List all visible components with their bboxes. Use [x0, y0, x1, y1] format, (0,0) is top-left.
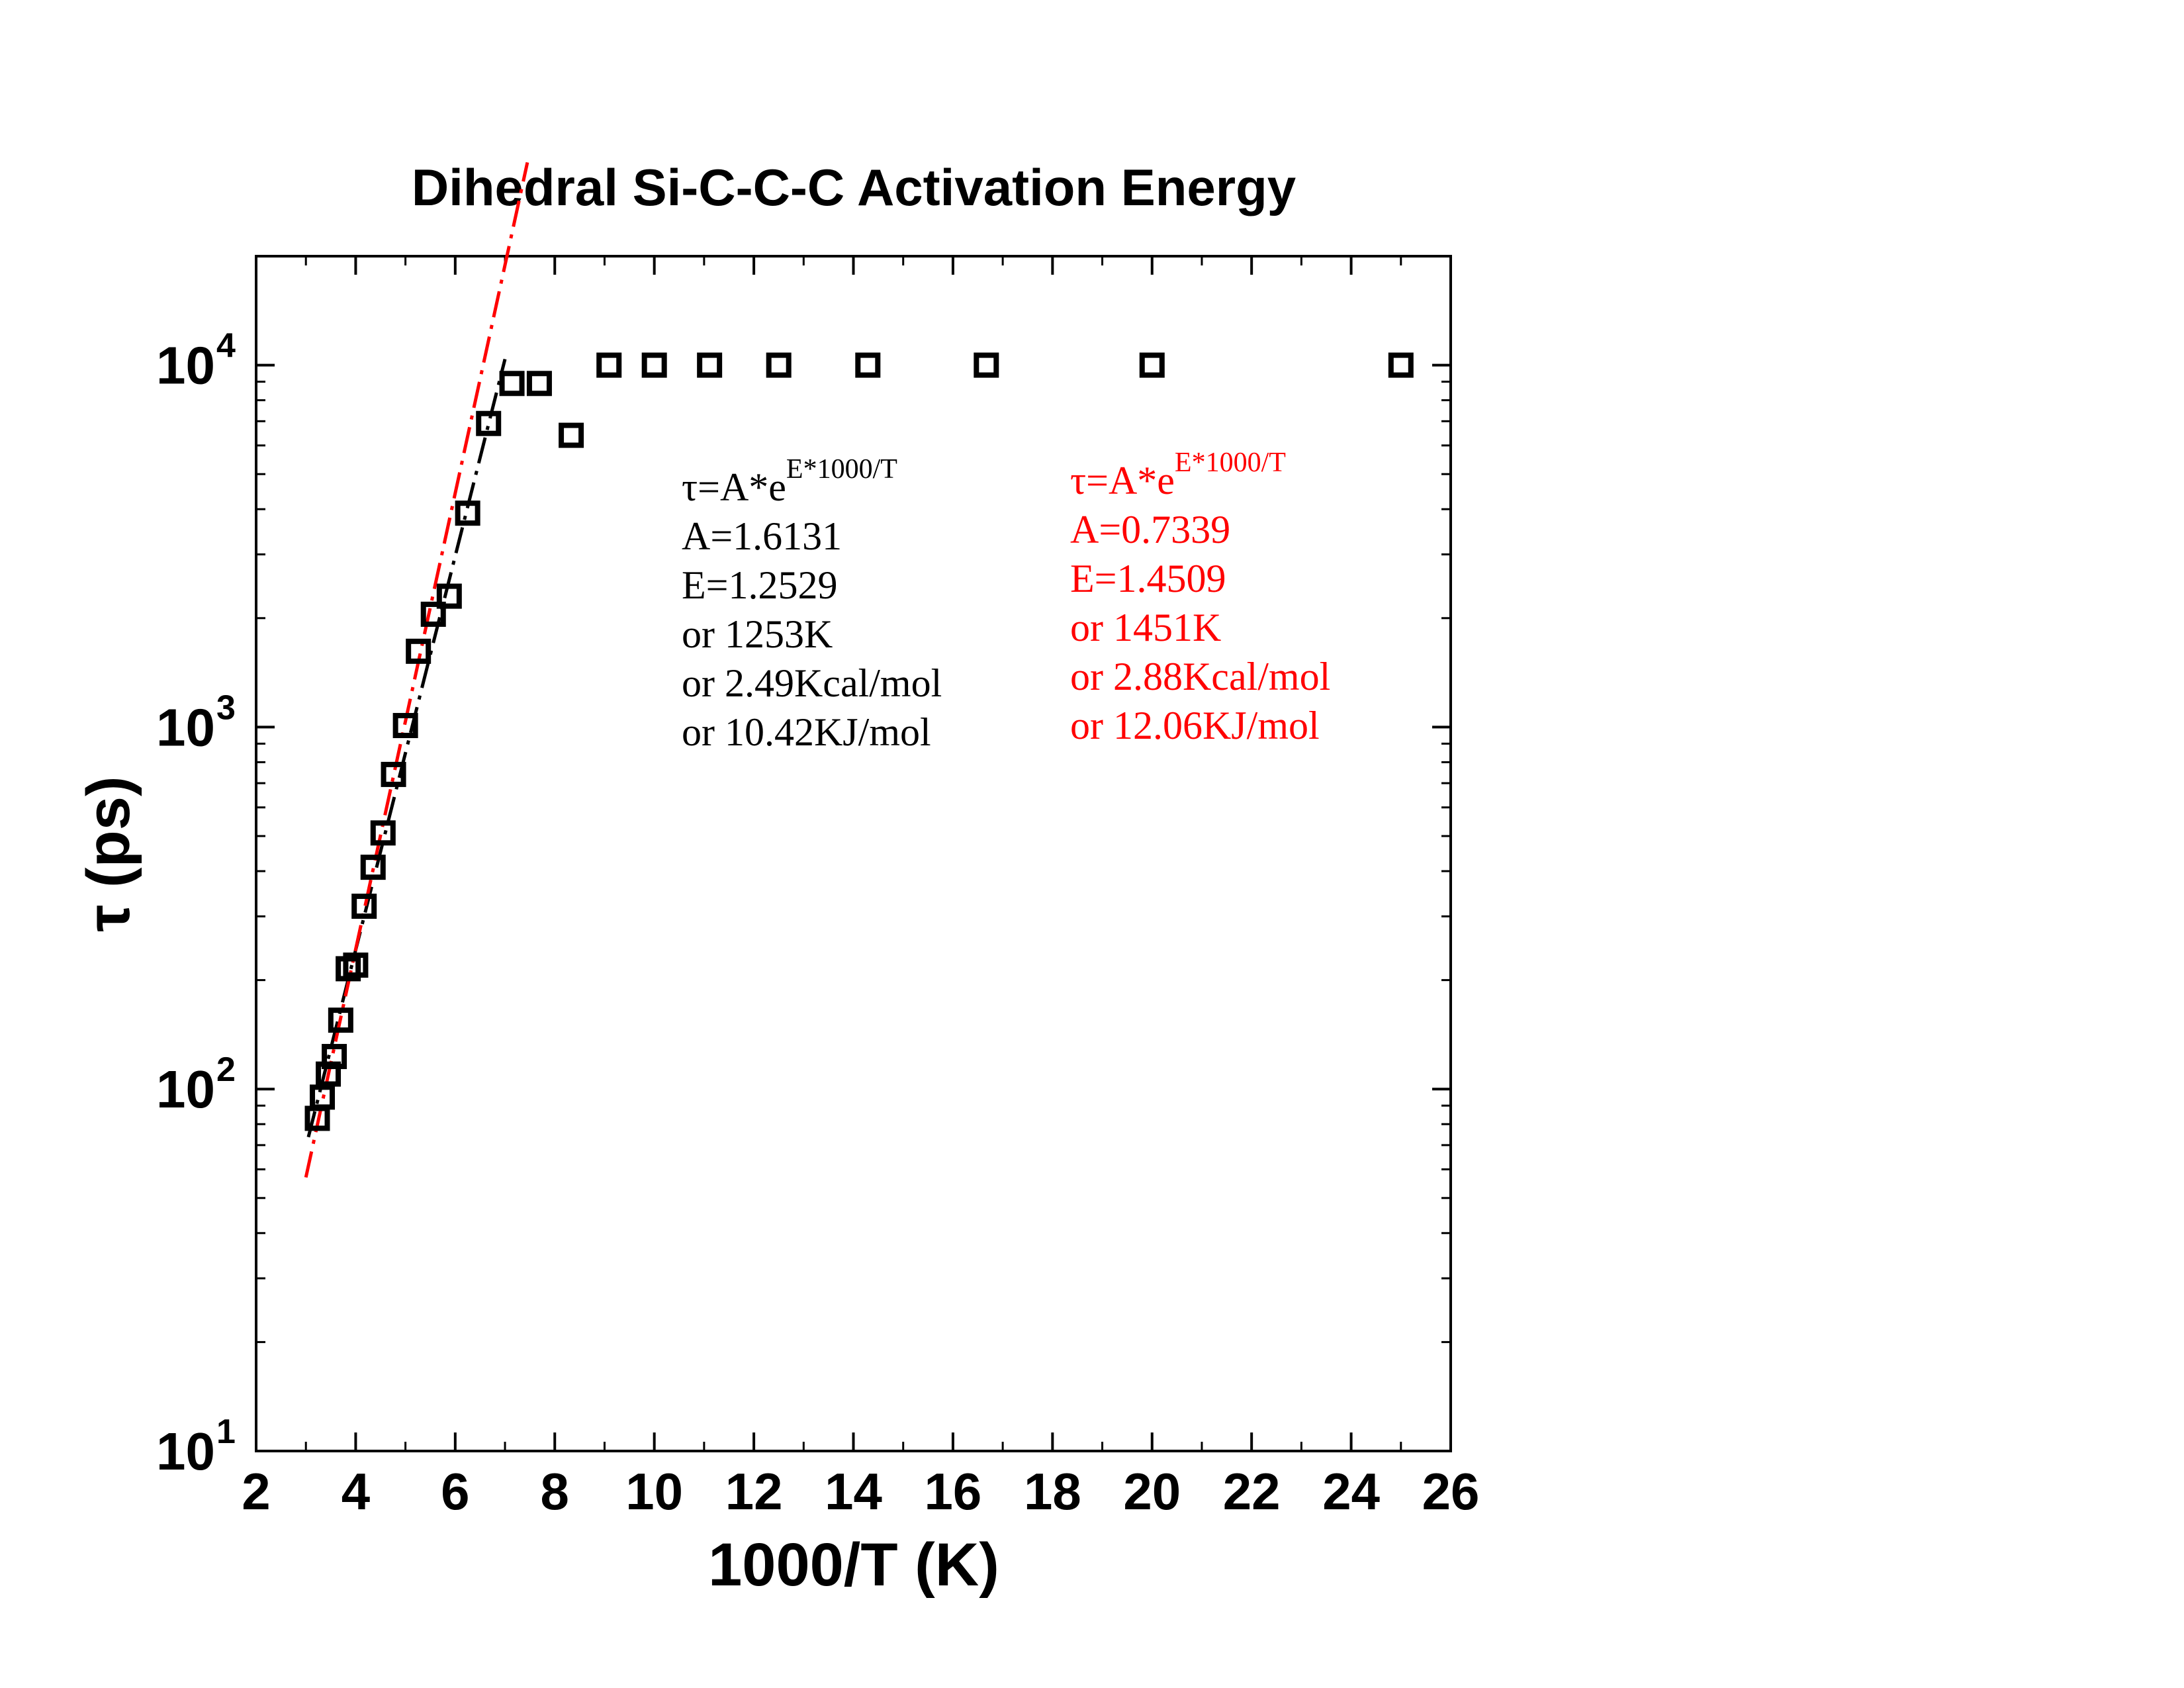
- y-axis-label: τ (ps): [75, 776, 142, 931]
- fit-formula-exponent: E*1000/T: [786, 454, 897, 485]
- data-point: [328, 1008, 353, 1033]
- fit-annotation-black: τ=A*eE*1000/T A=1.6131 E=1.2529 or 1253K o…: [682, 454, 942, 754]
- fit-annotation-line: or 1451K: [1070, 606, 1221, 649]
- fit-annotation-line: A=1.6131: [682, 514, 842, 558]
- x-tick-label: 2: [242, 1462, 270, 1521]
- chart-title: Dihedral Si-C-C-C Activation Energy: [412, 158, 1296, 216]
- fit-formula-base: τ=A*e: [1070, 459, 1175, 502]
- fit-formula: τ=A*eE*1000/T: [1070, 447, 1286, 502]
- data-point: [974, 352, 999, 378]
- fit-formula-exponent: E*1000/T: [1175, 447, 1286, 478]
- data-point: [559, 422, 584, 448]
- fit-annotation-line: or 2.49Kcal/mol: [682, 661, 942, 705]
- x-axis-label: 1000/T (K): [708, 1531, 999, 1599]
- data-point: [343, 952, 369, 978]
- x-tick-label: 26: [1422, 1462, 1480, 1521]
- data-point: [476, 410, 502, 436]
- y-tick-base: 10: [156, 1422, 215, 1481]
- y-tick-base: 10: [156, 698, 215, 757]
- data-point: [1388, 352, 1414, 378]
- fit-annotation-line: A=0.7339: [1070, 508, 1230, 551]
- fit-annotation-red: τ=A*eE*1000/T A=0.7339 E=1.4509 or 1451K o…: [1070, 447, 1330, 747]
- plot-frame: [255, 255, 1452, 1452]
- x-axis-ticks: 2 4 6 8 10 12 14 16 18 20 22 24 26: [242, 256, 1479, 1521]
- data-point: [370, 820, 396, 846]
- y-tick-label: 10: [156, 698, 215, 757]
- data-point: [351, 893, 377, 919]
- x-tick-label: 18: [1024, 1462, 1081, 1521]
- data-points: [304, 352, 1414, 1131]
- y-tick-exponent: 4: [216, 327, 236, 365]
- data-point: [596, 352, 622, 378]
- x-tick-label: 10: [625, 1462, 683, 1521]
- x-tick-label: 8: [541, 1462, 569, 1521]
- data-point: [1139, 352, 1165, 378]
- data-point: [499, 371, 525, 397]
- fit-black-line: [306, 358, 507, 1138]
- x-tick-label: 6: [441, 1462, 469, 1521]
- data-point: [406, 638, 432, 664]
- data-point: [322, 1044, 347, 1070]
- y-tick-exponent: 3: [216, 688, 236, 727]
- data-point: [360, 855, 386, 880]
- fit-annotation-line: or 1253K: [682, 612, 833, 656]
- x-tick-label: 22: [1223, 1462, 1281, 1521]
- data-point: [455, 500, 480, 526]
- x-tick-label: 24: [1322, 1462, 1380, 1521]
- data-point: [310, 1084, 336, 1110]
- y-tick-exponent: 2: [216, 1051, 236, 1089]
- x-tick-label: 16: [925, 1462, 982, 1521]
- y-tick-base: 10: [156, 336, 215, 395]
- fit-annotation-line: or 10.42KJ/mol: [682, 710, 931, 754]
- data-point: [392, 713, 418, 739]
- y-tick-label: 10: [156, 1060, 215, 1119]
- y-tick-label: 10: [156, 336, 215, 395]
- fit-annotation-line: or 12.06KJ/mol: [1070, 704, 1320, 747]
- data-point: [381, 761, 406, 787]
- x-tick-label: 20: [1123, 1462, 1181, 1521]
- fit-annotation-line: E=1.4509: [1070, 557, 1226, 600]
- data-point: [697, 352, 723, 378]
- data-point: [766, 352, 792, 378]
- x-tick-label: 4: [341, 1462, 370, 1521]
- data-point: [526, 371, 552, 397]
- x-tick-label: 14: [825, 1462, 882, 1521]
- data-point: [420, 601, 446, 627]
- fit-red-line: [304, 162, 529, 1178]
- data-point: [436, 583, 462, 609]
- fit-lines: [304, 162, 529, 1178]
- y-tick-label: 10: [156, 1422, 215, 1481]
- data-point: [641, 352, 667, 378]
- fit-formula-base: τ=A*e: [682, 465, 786, 509]
- y-tick-base: 10: [156, 1060, 215, 1119]
- data-point: [855, 352, 881, 378]
- fit-annotation-line: or 2.88Kcal/mol: [1070, 655, 1330, 698]
- y-tick-exponent: 1: [216, 1413, 236, 1451]
- fit-formula: τ=A*eE*1000/T: [682, 454, 897, 509]
- fit-annotation-line: E=1.2529: [682, 563, 838, 607]
- x-tick-label: 12: [725, 1462, 783, 1521]
